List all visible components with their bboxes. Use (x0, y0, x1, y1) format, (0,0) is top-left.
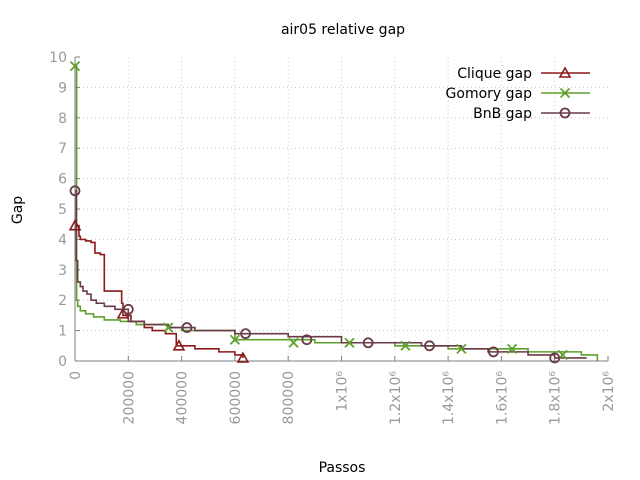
legend-item-clique: Clique gap (457, 66, 532, 82)
y-tick-label: 0 (58, 354, 67, 370)
x-tick-label: 2x10⁶ (601, 371, 617, 412)
x-tick-label: 400000 (175, 371, 191, 424)
legend-marker-gomory (559, 87, 571, 99)
series-markers (68, 60, 568, 364)
data-point-gomory (506, 343, 518, 354)
data-point-gomory (456, 343, 467, 354)
data-point-clique (68, 219, 82, 231)
x-tick-label: 1.6x10⁶ (494, 371, 510, 425)
x-tick-label: 0 (68, 371, 84, 380)
data-point-clique (236, 351, 250, 363)
legend-label-clique: Clique gap (457, 66, 532, 82)
y-tick-label: 1 (58, 324, 67, 340)
y-axis-title: Gap (10, 196, 26, 224)
x-tick-label: 800000 (281, 371, 297, 424)
legend-label-gomory: Gomory gap (446, 86, 533, 102)
y-tick-label: 10 (49, 50, 67, 66)
legend: Clique gap Gomory gap BnB gap (446, 66, 590, 122)
data-point-gomory (69, 60, 81, 72)
data-point-bnb (362, 337, 374, 349)
x-axis-title: Passos (319, 460, 366, 476)
data-point-bnb (122, 303, 134, 315)
x-tick-label: 1x10⁶ (335, 371, 351, 412)
y-tick-label: 3 (58, 263, 67, 279)
y-tick-label: 7 (58, 141, 67, 157)
data-point-bnb (549, 352, 561, 364)
x-tick-label: 200000 (121, 371, 137, 424)
data-point-gomory (288, 337, 299, 348)
data-point-bnb (301, 334, 313, 346)
y-tick-label: 2 (58, 293, 67, 309)
data-point-bnb (69, 185, 81, 197)
data-point-bnb (240, 328, 251, 340)
legend-swatches (541, 66, 590, 119)
legend-item-gomory: Gomory gap (446, 86, 533, 102)
legend-marker-bnb (559, 107, 571, 119)
y-tick-label: 8 (58, 111, 67, 127)
data-point-bnb (181, 322, 193, 333)
grid (75, 57, 608, 361)
series-line-bnb (75, 189, 587, 359)
y-tick-label: 6 (58, 172, 67, 188)
x-tick-label: 1.4x10⁶ (441, 371, 457, 425)
legend-label-bnb: BnB gap (473, 106, 532, 122)
chart-title: air05 relative gap (281, 22, 405, 38)
legend-item-bnb: BnB gap (473, 106, 532, 122)
data-point-gomory (400, 340, 411, 351)
series-line-clique (75, 224, 244, 358)
data-point-clique (172, 339, 186, 351)
legend-marker-clique (558, 66, 572, 78)
data-point-bnb (424, 340, 435, 352)
axes (74, 56, 609, 362)
y-tick-label: 4 (58, 232, 67, 248)
data-point-gomory (163, 322, 174, 333)
y-tick-label: 5 (58, 202, 67, 218)
data-point-gomory (344, 337, 355, 348)
x-tick-label: 1.8x10⁶ (548, 371, 564, 425)
y-tick-label: 9 (58, 80, 67, 96)
x-tick-label: 600000 (228, 371, 244, 424)
data-point-bnb (488, 346, 499, 358)
data-point-gomory (229, 334, 241, 345)
x-tick-label: 1.2x10⁶ (388, 371, 404, 425)
tick-labels: 0 1 2 3 4 5 6 7 8 9 10 0 200000 400000 600000 800000 1x1… (49, 50, 617, 425)
